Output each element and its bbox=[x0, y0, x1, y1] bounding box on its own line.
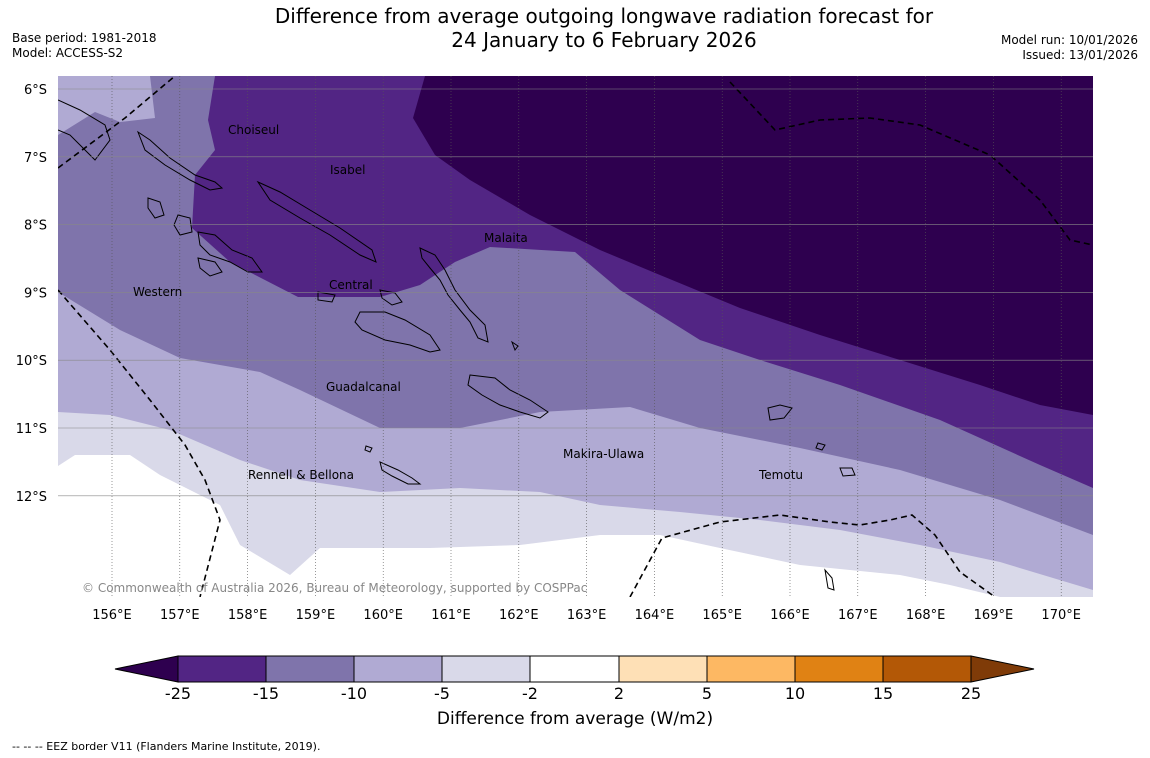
region-label-malaita: Malaita bbox=[484, 231, 528, 245]
colorbar-tick-label: -15 bbox=[252, 684, 280, 703]
eez-borders bbox=[58, 76, 1093, 597]
region-label-central: Central bbox=[329, 278, 373, 292]
colorbar-segment bbox=[618, 655, 708, 683]
region-labels: Choiseul Isabel Malaita Western Central … bbox=[133, 123, 803, 482]
colorbar-segment bbox=[177, 655, 267, 683]
forecast-map: Choiseul Isabel Malaita Western Central … bbox=[58, 76, 1093, 597]
longitude-label: 158°E bbox=[228, 608, 268, 623]
region-label-western: Western bbox=[133, 285, 182, 299]
longitude-label: 160°E bbox=[363, 608, 403, 623]
colorbar-segment bbox=[441, 655, 531, 683]
colorbar-segment bbox=[265, 655, 355, 683]
colorbar-extend-low bbox=[114, 655, 179, 683]
region-label-makira-ulawa: Makira-Ulawa bbox=[563, 447, 644, 461]
colorbar-tick-label: -5 bbox=[434, 684, 450, 703]
colorbar bbox=[114, 655, 1035, 683]
colorbar-tick-label: 25 bbox=[960, 684, 982, 703]
longitude-label: 156°E bbox=[92, 608, 132, 623]
region-label-rennell-bellona: Rennell & Bellona bbox=[248, 468, 354, 482]
colorbar-tick-label: -2 bbox=[522, 684, 538, 703]
longitude-label: 161°E bbox=[431, 608, 471, 623]
longitude-label: 164°E bbox=[635, 608, 675, 623]
title-line-2: 24 January to 6 February 2026 bbox=[451, 28, 757, 52]
region-label-isabel: Isabel bbox=[330, 163, 365, 177]
eez-footnote: -- -- -- EEZ border V11 (Flanders Marine… bbox=[12, 740, 321, 753]
latitude-label: 6°S bbox=[24, 83, 47, 98]
colorbar-segment bbox=[706, 655, 796, 683]
region-label-choiseul: Choiseul bbox=[228, 123, 279, 137]
region-label-temotu: Temotu bbox=[758, 468, 803, 482]
longitude-label: 163°E bbox=[567, 608, 607, 623]
graticule bbox=[58, 76, 1093, 597]
title-line-1: Difference from average outgoing longwav… bbox=[274, 4, 934, 28]
band-minus-25 bbox=[413, 76, 1093, 415]
colorbar-segment bbox=[882, 655, 972, 683]
colorbar-segment bbox=[529, 655, 620, 683]
latitude-labels: 6°S 7°S 8°S 9°S 10°S 11°S 12°S bbox=[16, 83, 47, 505]
colorbar-tick-label: 15 bbox=[872, 684, 894, 703]
latitude-label: 11°S bbox=[16, 422, 47, 437]
copyright-notice: © Commonwealth of Australia 2026, Bureau… bbox=[82, 581, 587, 595]
region-label-guadalcanal: Guadalcanal bbox=[326, 380, 401, 394]
longitude-label: 165°E bbox=[702, 608, 742, 623]
model-name: Model: ACCESS-S2 bbox=[12, 46, 124, 60]
colorbar-title: Difference from average (W/m2) bbox=[436, 709, 714, 729]
colorbar-segment bbox=[353, 655, 443, 683]
meta-right: Model run: 10/01/2026 Issued: 13/01/2026 bbox=[1001, 33, 1138, 63]
base-period: Base period: 1981-2018 bbox=[12, 31, 157, 45]
latitude-label: 12°S bbox=[16, 490, 47, 505]
longitude-label: 170°E bbox=[1041, 608, 1081, 623]
colorbar-tick-label: 2 bbox=[613, 684, 625, 703]
latitude-label: 10°S bbox=[16, 354, 47, 369]
colorbar-tick-label: -25 bbox=[164, 684, 192, 703]
colorbar-extend-high bbox=[970, 655, 1035, 683]
meta-left: Base period: 1981-2018 Model: ACCESS-S2 bbox=[12, 31, 157, 61]
longitude-label: 166°E bbox=[770, 608, 810, 623]
map-title: Difference from average outgoing longwav… bbox=[0, 4, 1150, 52]
longitude-label: 162°E bbox=[499, 608, 539, 623]
latitude-label: 8°S bbox=[24, 219, 47, 234]
latitude-label: 9°S bbox=[24, 286, 47, 301]
colorbar-tick-label: 5 bbox=[701, 684, 713, 703]
island-outlines bbox=[58, 99, 856, 591]
model-run: Model run: 10/01/2026 bbox=[1000, 33, 1138, 47]
longitude-label: 167°E bbox=[838, 608, 878, 623]
issued-date: Issued: 13/01/2026 bbox=[1022, 48, 1138, 62]
longitude-label: 168°E bbox=[906, 608, 946, 623]
colorbar-segment bbox=[794, 655, 884, 683]
longitude-label: 157°E bbox=[160, 608, 200, 623]
latitude-label: 7°S bbox=[24, 151, 47, 166]
colorbar-tick-label: 10 bbox=[784, 684, 806, 703]
longitude-label: 159°E bbox=[296, 608, 336, 623]
longitude-labels: 156°E 157°E 158°E 159°E 160°E 161°E 162°E 163°E… bbox=[92, 608, 1081, 623]
longitude-label: 169°E bbox=[974, 608, 1014, 623]
colorbar-tick-label: -10 bbox=[340, 684, 368, 703]
band-minus-10-top bbox=[58, 76, 155, 135]
